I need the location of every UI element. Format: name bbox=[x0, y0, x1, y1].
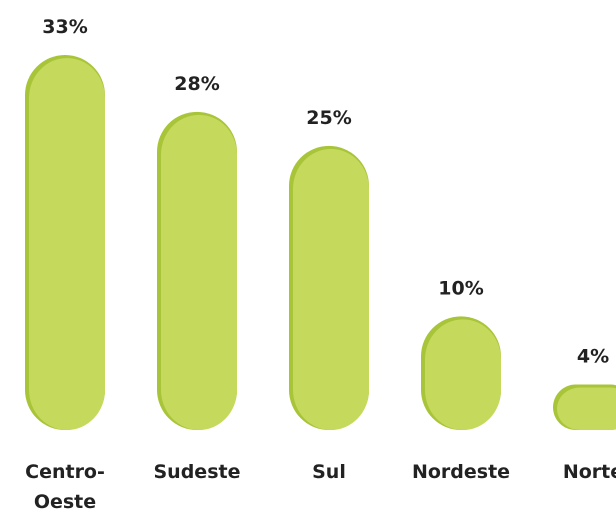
value-label: 33% bbox=[42, 16, 87, 38]
x-tick-label: Nordeste bbox=[412, 461, 510, 483]
value-label: 4% bbox=[577, 346, 609, 368]
bar bbox=[289, 145, 369, 430]
x-tick-label: Centro-Oeste bbox=[25, 461, 105, 513]
bar bbox=[25, 55, 105, 430]
x-tick-label: Sul bbox=[312, 461, 346, 483]
value-label: 28% bbox=[174, 73, 219, 95]
bar-face bbox=[29, 58, 105, 430]
x-tick-label: Norte bbox=[563, 461, 616, 483]
bar-face bbox=[161, 114, 237, 431]
x-tick-label: Sudeste bbox=[154, 461, 241, 483]
bar bbox=[553, 384, 616, 430]
bar-face bbox=[293, 148, 369, 430]
bar-face bbox=[425, 319, 501, 430]
bar bbox=[157, 111, 237, 431]
value-label: 10% bbox=[438, 277, 483, 299]
bar-face bbox=[557, 387, 616, 430]
bar bbox=[421, 316, 501, 430]
value-label: 25% bbox=[306, 107, 351, 129]
